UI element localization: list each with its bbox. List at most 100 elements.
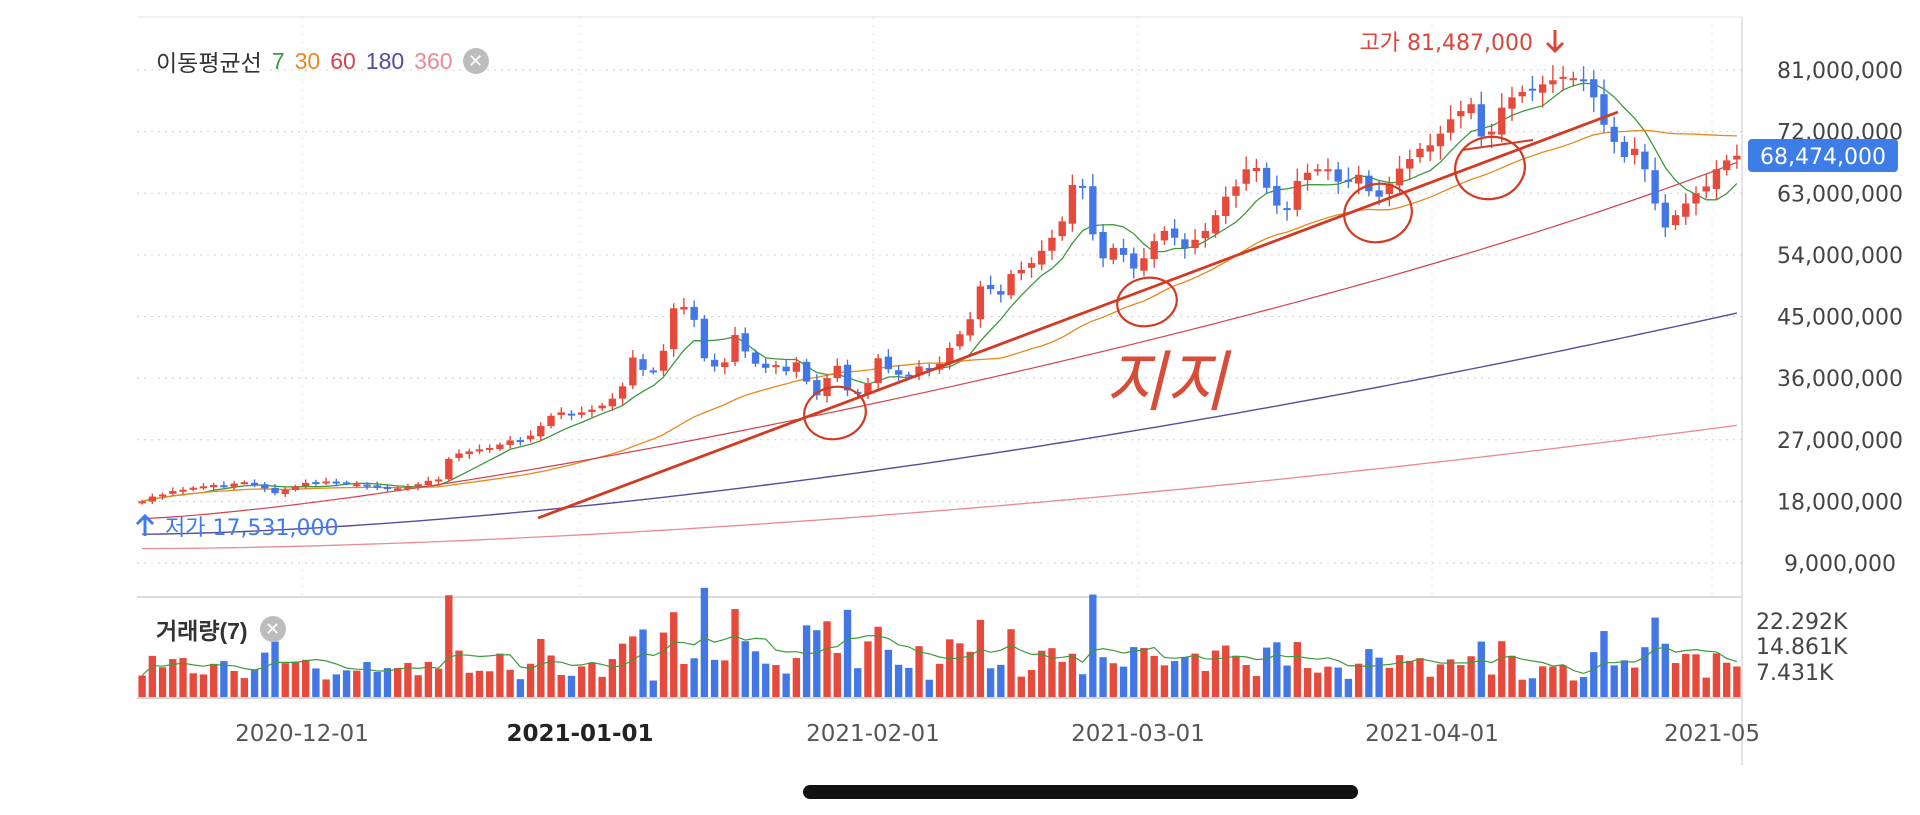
candle-body [1109, 248, 1117, 260]
volume-bar [209, 663, 218, 697]
candlestick-series [138, 65, 1741, 505]
candle-body [1487, 131, 1496, 135]
volume-bar [1620, 660, 1629, 697]
handwritten-annotations [537, 110, 1619, 520]
candle-body [486, 447, 494, 450]
candle-body [547, 415, 555, 427]
candle-body [291, 486, 300, 491]
legend-ma-60[interactable]: 60 [330, 47, 356, 74]
volume-bar [516, 679, 525, 697]
legend-ma-30[interactable]: 30 [294, 47, 321, 74]
candle-body [434, 479, 443, 482]
candle-body [1273, 186, 1281, 206]
volume-bar [1334, 667, 1342, 697]
candle-body [1712, 169, 1721, 190]
candle-body [230, 483, 238, 487]
volume-bar [1150, 655, 1158, 697]
candle-body [608, 398, 617, 407]
candle-body [455, 453, 463, 458]
arrow-down-icon [1545, 30, 1565, 54]
candle-body [1242, 169, 1250, 184]
volume-bar [854, 668, 862, 697]
candle-body [1630, 148, 1639, 156]
volume-bar [1027, 670, 1036, 697]
candle-body [1446, 119, 1455, 133]
support-tick [1461, 139, 1534, 151]
volume-bar [731, 609, 739, 697]
candle-body [1477, 104, 1485, 137]
volume-bar [843, 609, 852, 697]
volume-bar [220, 661, 228, 697]
candle-body [802, 361, 811, 382]
candle-body [649, 370, 657, 373]
volume-bar [700, 587, 709, 697]
volume-bar [547, 655, 555, 697]
volume-bar [526, 663, 535, 697]
legend-ma-7[interactable]: 7 [271, 47, 285, 74]
candle-body [721, 362, 729, 368]
candle-body [148, 496, 157, 502]
volume-bar [1170, 661, 1179, 697]
candle-body [966, 319, 974, 336]
candle-body [209, 484, 218, 488]
legend-ma-360[interactable]: 360 [414, 47, 453, 74]
volume-bar [250, 669, 259, 697]
y-tick-label: 45,000,000 [1777, 306, 1903, 331]
arrow-up-icon [135, 513, 155, 536]
volume-bar [1436, 664, 1445, 697]
volume-bar [588, 662, 596, 697]
candle-body [189, 487, 197, 490]
candle-body [762, 363, 770, 368]
candle-body [1232, 186, 1240, 196]
candle-body [1518, 91, 1526, 97]
candle-body [394, 488, 402, 491]
candle-body [1058, 221, 1066, 237]
volume-tick-label: 7.431K [1756, 661, 1834, 686]
volume-bar [884, 649, 893, 697]
home-indicator[interactable] [803, 785, 1358, 799]
close-icon[interactable]: ✕ [462, 48, 489, 74]
volume-bar [997, 664, 1005, 697]
candle-body [1170, 228, 1179, 238]
volume-bar [1242, 665, 1250, 697]
candle-body [1252, 167, 1261, 172]
legend-ma-180[interactable]: 180 [365, 47, 405, 74]
volume-bar [230, 670, 238, 697]
y-tick-label: 18,000,000 [1777, 490, 1903, 515]
candle-body [475, 449, 484, 452]
candle-body [1528, 88, 1537, 91]
y-tick-label: 63,000,000 [1777, 182, 1903, 207]
candle-body [1416, 148, 1424, 158]
candle-body [1078, 185, 1087, 188]
candle-body [1344, 179, 1353, 182]
candle-body [792, 362, 801, 372]
volume-bar [608, 659, 617, 697]
candle-body [680, 306, 688, 310]
candle-body [925, 368, 933, 371]
candle-body [1027, 263, 1036, 268]
volume-bar [1487, 674, 1496, 697]
volume-bar [199, 674, 208, 697]
candle-body [1436, 133, 1445, 147]
candle-body [700, 318, 709, 359]
candle-body [1293, 180, 1301, 210]
volume-bar [1600, 631, 1608, 697]
volume-bar [353, 670, 361, 697]
candle-body [1017, 269, 1025, 274]
support-trendline [537, 110, 1619, 520]
volume-bar [567, 675, 576, 697]
candle-body [1682, 203, 1690, 217]
volume-bar [383, 668, 392, 697]
x-tick-label: 2020-12-01 [235, 721, 369, 747]
current-price-label: 68,474,000 [1760, 145, 1886, 170]
close-icon[interactable]: ✕ [259, 616, 286, 642]
y-tick-label: 36,000,000 [1777, 367, 1903, 392]
candle-body [1590, 79, 1598, 98]
support-circle [1343, 182, 1413, 244]
volume-bar [1477, 641, 1485, 697]
volume-bar [1140, 648, 1148, 697]
volume-bar [475, 670, 484, 697]
volume-bar [966, 651, 974, 697]
volume-bar [1191, 653, 1199, 697]
